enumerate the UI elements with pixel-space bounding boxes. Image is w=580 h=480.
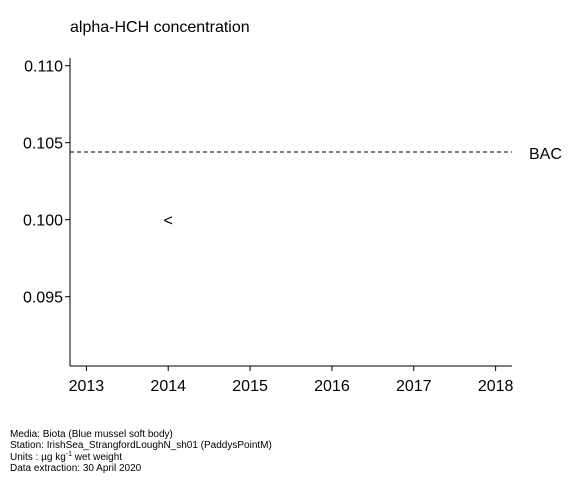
x-tick-label: 2016 (314, 378, 350, 395)
x-tick-label: 2018 (478, 378, 514, 395)
footer-media: Media: Biota (Blue mussel soft body) (10, 429, 173, 440)
y-tick-label: 0.110 (24, 59, 63, 76)
x-tick-label: 2015 (232, 378, 268, 395)
footer-extraction: Data extraction: 30 April 2020 (10, 462, 142, 474)
footer-units-exponent: -1 (65, 450, 73, 458)
footer-station: Station: IrishSea_StrangfordLoughN_sh01 … (10, 440, 272, 452)
x-tick-label: 2013 (69, 378, 105, 395)
chart-footer: Media: Biota (Blue mussel soft body) Sta… (10, 429, 272, 474)
x-tick-label: 2014 (150, 378, 186, 395)
y-tick-label: 0.105 (23, 136, 63, 153)
chart-title: alpha-HCH concentration (70, 19, 250, 36)
reference-line-label: BAC (529, 146, 562, 163)
footer-units-suffix: wet weight (72, 451, 123, 463)
y-tick-label: 0.095 (23, 290, 63, 307)
footer-units-prefix: Units : µg kg (10, 451, 66, 463)
data-point: < (164, 213, 173, 230)
y-tick-label: 0.100 (23, 213, 63, 230)
x-tick-label: 2017 (396, 378, 432, 395)
footer-units: Units : µg kg-1 wet weight (10, 450, 272, 463)
